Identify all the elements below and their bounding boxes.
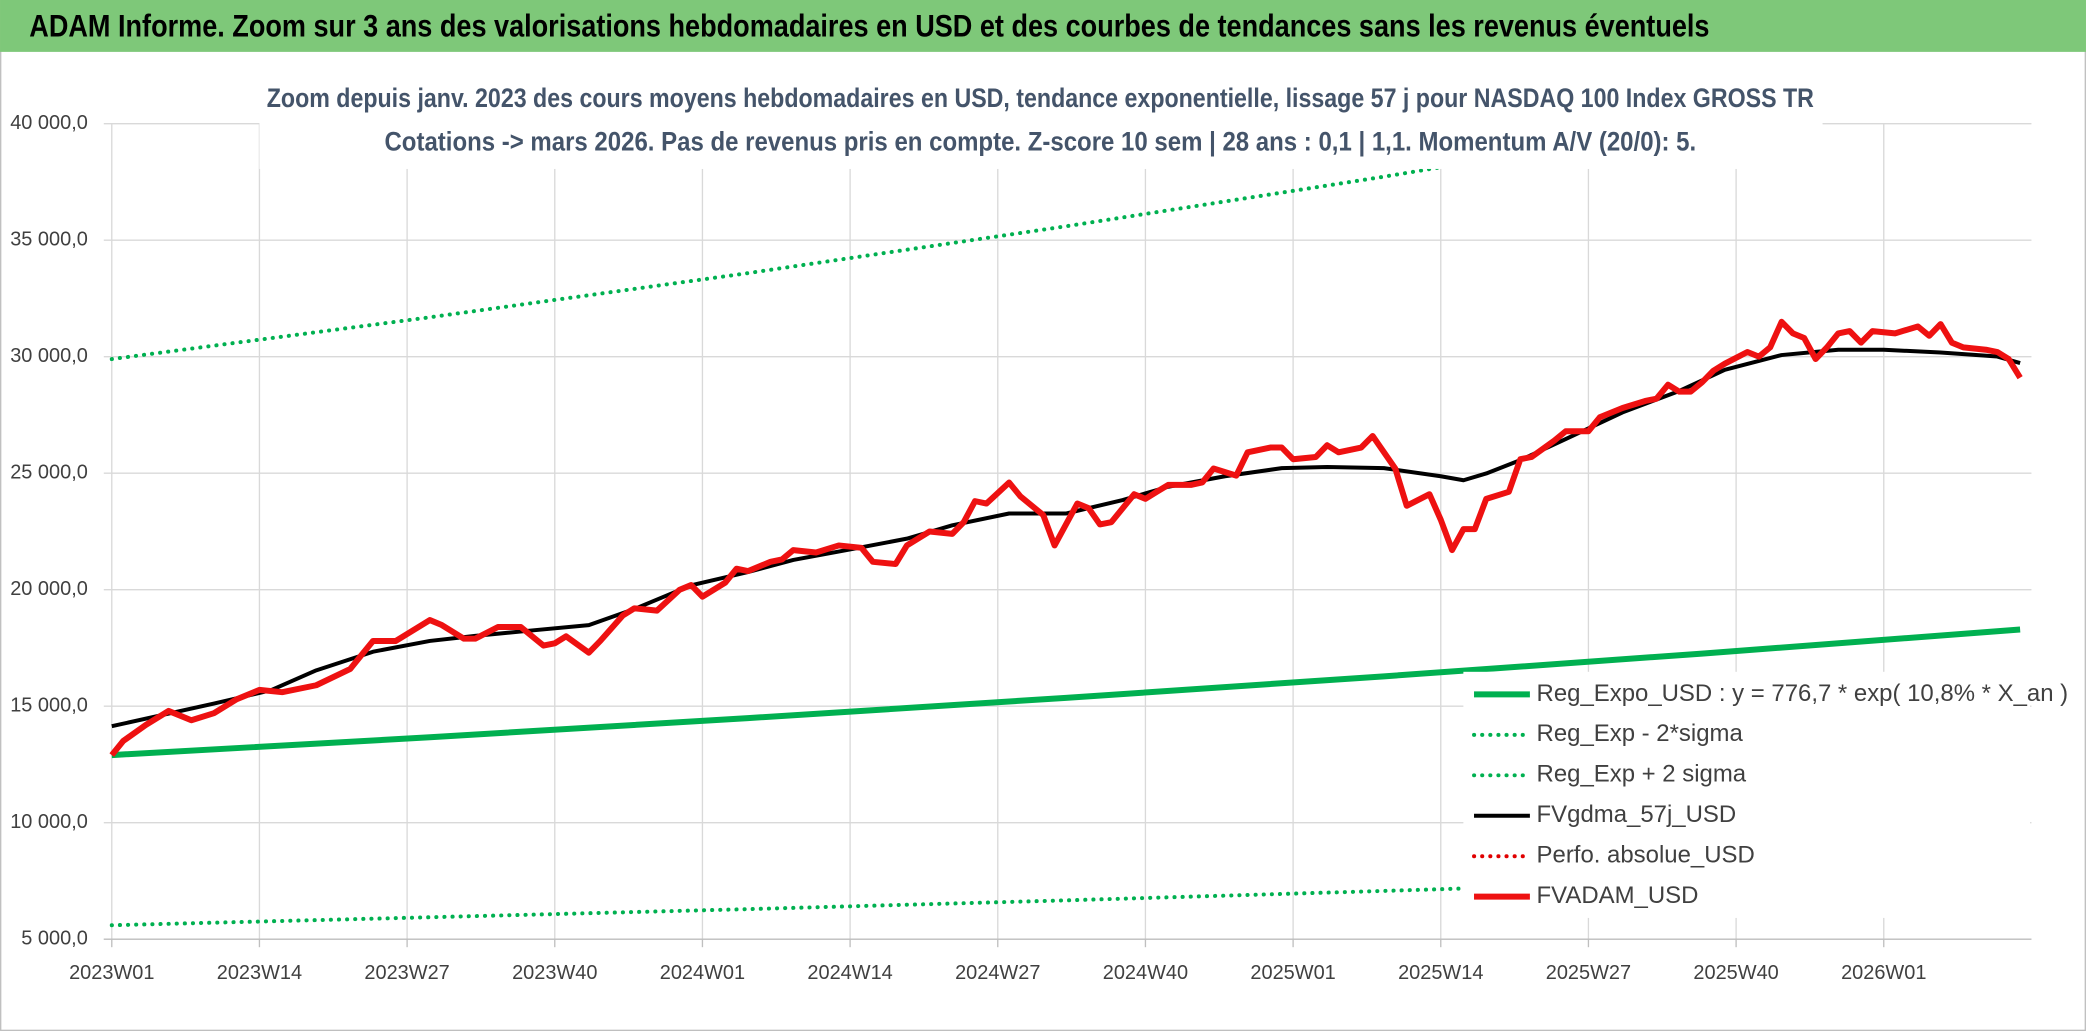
x-tick-label: 2025W40 <box>1693 962 1778 984</box>
y-tick-label: 5 000,0 <box>21 927 88 949</box>
legend-label: FVgdma_57j_USD <box>1537 801 1737 828</box>
chart-title: Zoom depuis janv. 2023 des cours moyens … <box>267 83 1814 113</box>
x-tick-label: 2024W40 <box>1103 962 1188 984</box>
legend-label: Perfo. absolue_USD <box>1537 842 1755 869</box>
x-tick-label: 2023W27 <box>364 962 449 984</box>
x-tick-label: 2025W27 <box>1546 962 1631 984</box>
x-tick-label: 2025W14 <box>1398 962 1483 984</box>
x-tick-label: 2024W27 <box>955 962 1040 984</box>
y-tick-label: 40 000,0 <box>10 112 88 134</box>
header-bar <box>0 0 2086 52</box>
legend-label: FVADAM_USD <box>1537 882 1699 909</box>
legend-box <box>1463 671 2031 918</box>
x-tick-label: 2024W01 <box>660 962 745 984</box>
x-tick-label: 2023W01 <box>69 962 154 984</box>
series-line <box>111 626 2021 759</box>
x-tick-label: 2023W40 <box>512 962 597 984</box>
y-tick-label: 30 000,0 <box>10 345 88 367</box>
y-tick-label: 10 000,0 <box>10 811 88 833</box>
x-tick-label: 2023W14 <box>217 962 302 984</box>
title-box <box>259 75 1823 169</box>
y-tick-label: 25 000,0 <box>10 461 88 483</box>
x-tick-label: 2026W01 <box>1841 962 1926 984</box>
series-line <box>109 318 2023 757</box>
x-tick-label: 2024W14 <box>807 962 892 984</box>
chart-subtitle: Cotations -> mars 2026. Pas de revenus p… <box>384 127 1696 157</box>
header-title: ADAM Informe. Zoom sur 3 ans des valoris… <box>29 7 1709 43</box>
legend-label: Reg_Expo_USD : y = 776,7 * exp( 10,8% * … <box>1537 680 2069 707</box>
legend: Reg_Expo_USD : y = 776,7 * exp( 10,8% * … <box>1463 671 2069 918</box>
y-tick-label: 20 000,0 <box>10 578 88 600</box>
y-tick-label: 35 000,0 <box>10 228 88 250</box>
y-tick-label: 15 000,0 <box>10 694 88 716</box>
legend-label: Reg_Exp - 2*sigma <box>1537 720 1744 747</box>
x-tick-label: 2025W01 <box>1250 962 1335 984</box>
legend-label: Reg_Exp + 2 sigma <box>1537 761 1747 788</box>
